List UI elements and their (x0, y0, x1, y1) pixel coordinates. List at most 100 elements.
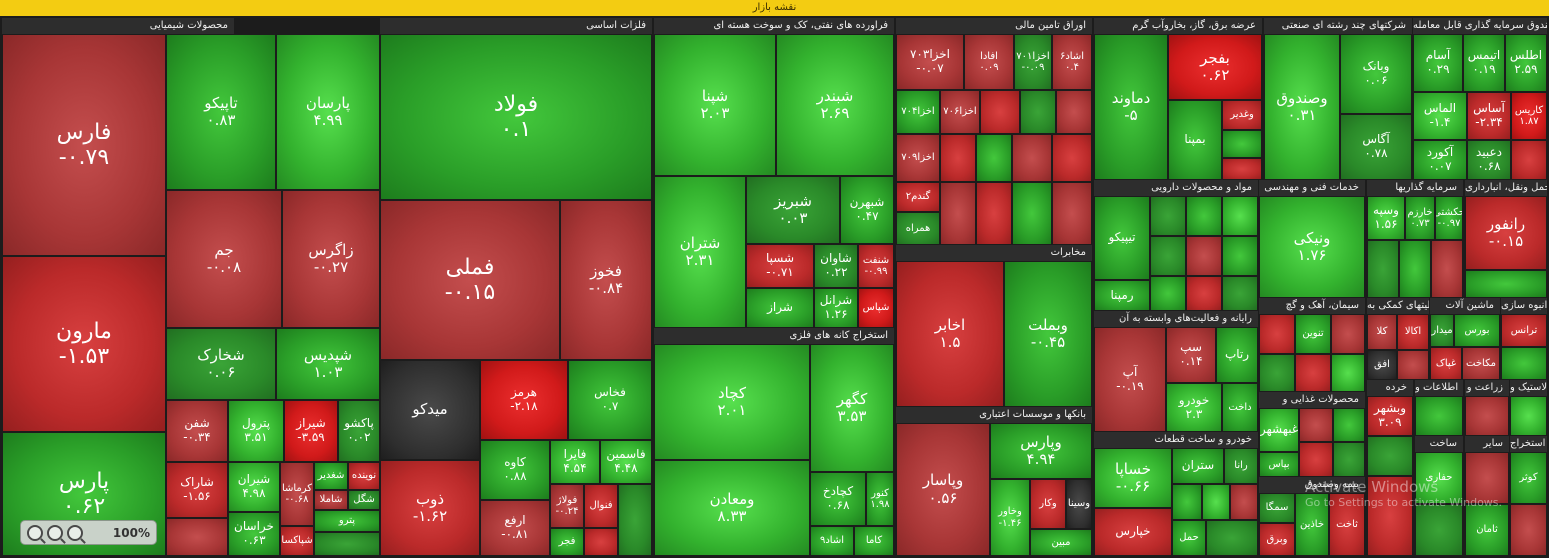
tile-hkeshti[interactable]: رانفور -۰.۱۵ (1465, 196, 1547, 270)
tile-ghbshahr[interactable]: بپاس (1259, 452, 1299, 477)
tile-chem-misc[interactable] (314, 532, 380, 556)
tile-almas[interactable]: آساس -۲.۳۴ (1467, 92, 1511, 140)
tile-fin-misc-8[interactable] (940, 182, 976, 245)
tile-midco[interactable]: میدکو (380, 360, 480, 460)
tile-misc-bottom-3[interactable] (1510, 504, 1547, 556)
tile-fin-misc-3[interactable] (1056, 90, 1092, 134)
tile-afada[interactable]: اخزا۷۰۱ -۰.۰۹ (1014, 34, 1052, 90)
tile-vsina[interactable]: مبین (1030, 529, 1092, 556)
tile-pharma-misc-7[interactable] (1150, 276, 1186, 311)
zoom-in-icon[interactable] (27, 524, 43, 541)
tile-vpasar[interactable]: وپارس ۴.۹۴ (990, 423, 1092, 479)
tile-kchad[interactable]: کچاد ۲.۰۱ (654, 344, 810, 460)
tile-semga[interactable]: حفاری (1415, 452, 1463, 504)
tile-pharma-misc-1[interactable] (1150, 196, 1186, 236)
tile-akhza706[interactable]: اخزا۷۰۹ (896, 134, 940, 182)
tile-mkakht[interactable]: ترانس (1501, 314, 1547, 347)
tile-parsan[interactable]: پارسان ۴.۹۹ (276, 34, 380, 190)
tile-pakshoo[interactable]: پاکشو ۰.۰۲ (338, 400, 380, 462)
tile-shiraz[interactable]: شیراز -۳.۵۹ (284, 400, 338, 462)
tile-pharma-misc-3[interactable] (1222, 196, 1258, 236)
tile-aux-misc[interactable] (1397, 350, 1429, 380)
tile-fin-misc-7[interactable] (1052, 134, 1092, 182)
tile-cement-misc-5[interactable] (1331, 354, 1365, 392)
tile-vpars[interactable]: وخاور -۱.۴۶ (990, 479, 1030, 556)
tile-maroon[interactable]: مارون -۱.۵۳ (2, 256, 166, 432)
tile-akhza701[interactable]: اشاد۶ ۰.۴ (1052, 34, 1092, 90)
tile-invest-misc-2[interactable] (1399, 240, 1431, 298)
tile-jam[interactable]: جم -۰.۰۸ (166, 190, 282, 328)
tile-vmaaden[interactable]: ومعادن ۸.۳۳ (654, 460, 810, 556)
tile-fin-misc-10[interactable] (1012, 182, 1052, 245)
tile-pharma-misc-9[interactable] (1222, 276, 1258, 311)
tile-vbmellat[interactable]: وپاسار ۰.۵۶ (896, 423, 990, 556)
tile-petrol[interactable]: پترول ۳.۵۱ (228, 400, 284, 462)
tile-cement-misc-3[interactable] (1259, 354, 1295, 392)
tile-transe[interactable]: بورس (1454, 314, 1500, 347)
tile-pharma-misc-2[interactable] (1186, 196, 1222, 236)
tile-zagros[interactable]: زاگرس -۰.۲۷ (282, 190, 380, 328)
tile-akhza704[interactable]: اخزا۷۰۶ (940, 90, 980, 134)
tile-hafari[interactable]: کوثر (1510, 452, 1547, 504)
tile-dakht[interactable]: خودرو ۲.۳ (1166, 383, 1222, 432)
tile-asam[interactable]: اتیمس ۰.۱۹ (1463, 34, 1505, 92)
tile-metal-misc-2[interactable] (584, 528, 618, 556)
tile-pharma-misc-4[interactable] (1150, 236, 1186, 276)
tile-misc-bottom-2[interactable] (1415, 504, 1463, 556)
tile-ranfor[interactable]: آپ -۰.۱۹ (1094, 327, 1166, 432)
tile-saman[interactable]: ثاخت (1329, 493, 1365, 556)
tile-cement-misc-4[interactable] (1295, 354, 1331, 392)
tile-vsandoogh[interactable]: وبانک ۰.۰۶ (1340, 34, 1412, 114)
tile-shamla[interactable]: شاملا (314, 490, 348, 510)
tile-pharma-misc-8[interactable] (1186, 276, 1222, 311)
tile-vghadir[interactable]: وصندوق ۰.۳۱ (1264, 34, 1340, 180)
tile-fasmin[interactable]: فاسمین ۴.۴۸ (600, 440, 652, 484)
tile-vkhavar[interactable]: وکار (1030, 479, 1066, 529)
tile-khodro[interactable]: خساپا -۰.۶۶ (1094, 448, 1172, 508)
tile-eshad6[interactable]: اخزا۷۰۴ (896, 90, 940, 134)
tile-akhza703[interactable]: افادا ۰.۰۹ (964, 34, 1014, 90)
tile-food-misc-4[interactable] (1333, 442, 1365, 477)
tile-midar[interactable]: غپاک (1430, 347, 1462, 380)
zoom-out-icon[interactable] (47, 524, 63, 541)
tile-akord[interactable]: دعبید ۰.۶۸ (1467, 140, 1511, 180)
tile-akala[interactable]: افق (1367, 350, 1397, 380)
tile-vbank[interactable]: آگاس ۰.۷۸ (1340, 114, 1412, 180)
tile-etf-misc[interactable] (1511, 140, 1547, 180)
tile-fin-misc-2[interactable] (1020, 90, 1056, 134)
tile-petro[interactable]: پترو (314, 510, 380, 532)
tile-fars[interactable]: فارس -۰.۷۹ (2, 34, 166, 256)
tile-bourse[interactable]: میدار (1430, 314, 1454, 347)
tile-kala[interactable]: اکالا (1397, 314, 1429, 350)
tile-kchadkh[interactable]: کچادخ ۰.۶۸ (810, 472, 866, 526)
tile-sakht[interactable]: مکاخت (1462, 347, 1500, 380)
tile-food-misc-3[interactable] (1299, 442, 1333, 477)
tile-shaspa[interactable]: شسپا -۰.۷۱ (746, 244, 814, 288)
tile-other-misc[interactable] (1465, 452, 1509, 504)
tile-tapiko[interactable]: تاپیکو ۰.۸۳ (166, 34, 276, 190)
tile-cement-misc-1[interactable] (1259, 314, 1295, 354)
tile-mobin[interactable]: دماوند -۵ (1094, 34, 1168, 180)
tile-damavand[interactable]: بفجر ۰.۶۲ (1168, 34, 1262, 100)
tile-metal-misc[interactable] (618, 484, 652, 556)
tile-shtran[interactable]: شتران ۲.۳۱ (654, 176, 746, 328)
tile-shgol[interactable]: شگل (348, 490, 380, 510)
tile-khazin[interactable]: رانا (1224, 448, 1258, 484)
tile-atimes[interactable]: اطلس ۲.۵۹ (1505, 34, 1547, 92)
tile-kgohar[interactable]: کگهر ۳.۵۳ (810, 344, 894, 472)
tile-ghpak[interactable] (1510, 396, 1547, 436)
tile-shafan[interactable]: شفن -۰.۳۴ (166, 400, 228, 462)
tile-trans-misc[interactable] (1465, 270, 1547, 298)
tile-shpdis[interactable]: شپدیس ۱.۰۳ (276, 328, 380, 400)
tile-bfajr[interactable]: بمپنا (1168, 100, 1222, 180)
tile-food-misc-2[interactable] (1333, 408, 1365, 442)
tile-haml[interactable]: ثامان (1465, 504, 1509, 556)
tile-shpaksa[interactable]: شپاکسا (280, 526, 314, 556)
tile-fin-misc-5[interactable] (976, 134, 1012, 182)
tile-sharaz[interactable]: شراز (746, 288, 814, 328)
tile-sharanel[interactable]: شرانل ۱.۲۶ (814, 288, 858, 328)
tile-vsepah[interactable]: خارزم ۰.۷۳ (1405, 196, 1435, 240)
tile-shenaft[interactable]: شنفت -۰.۹۹ (858, 244, 894, 288)
tile-shapna[interactable]: شپنا ۲.۰۳ (654, 34, 776, 176)
tile-rampna[interactable]: ونیکی ۱.۷۶ (1259, 196, 1365, 298)
